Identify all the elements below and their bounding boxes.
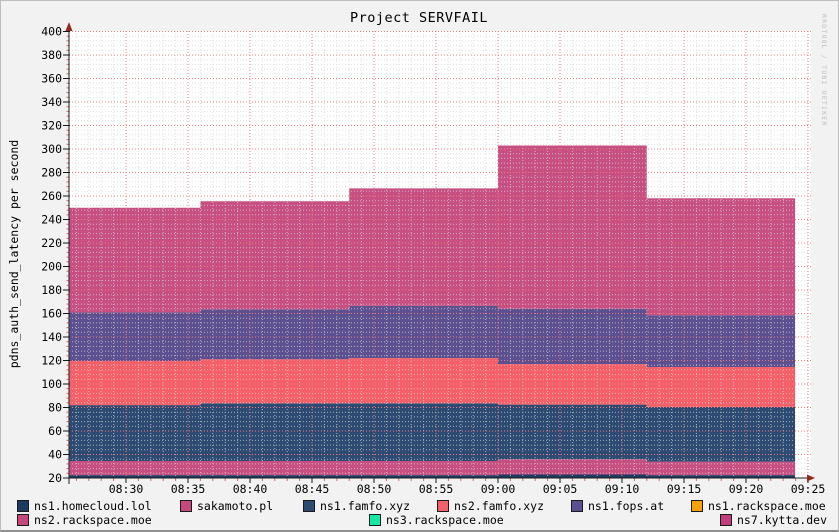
legend-swatch-icon: [17, 500, 29, 512]
y-tick-label: 40: [48, 448, 62, 462]
y-tick-label: 340: [41, 95, 62, 109]
area-ns1.famfo.xyz: [69, 403, 795, 462]
legend-item-ns1.rackspace.moe: ns1.rackspace.moe: [691, 499, 826, 513]
y-tick-label: 220: [41, 236, 62, 250]
legend-label: sakamoto.pl: [197, 499, 274, 513]
y-tick-label: 20: [48, 471, 62, 485]
tick-labels: 20 40 60 80 100 120 140 160 180 200 220 240 260 280 30…: [41, 25, 825, 497]
y-tick-label: 60: [48, 424, 62, 438]
y-tick-label: 320: [41, 119, 62, 133]
x-tick-label: 08:30: [109, 482, 144, 496]
grid-minor: [69, 31, 811, 478]
y-tick-label: 300: [41, 142, 62, 156]
legend-label: ns1.homecloud.lol: [34, 499, 152, 513]
legend-swatch-icon: [571, 500, 583, 512]
x-tick-label: 09:20: [729, 482, 764, 496]
legend-swatch-icon: [437, 500, 449, 512]
legend-label: ns2.famfo.xyz: [454, 499, 545, 513]
y-tick-label: 180: [41, 283, 62, 297]
legend-item-ns1.famfo.xyz: ns1.famfo.xyz: [303, 499, 410, 513]
x-tick-label: 09:10: [605, 482, 640, 496]
x-axis-arrow-icon: [807, 474, 815, 482]
legend-item-ns2.famfo.xyz: ns2.famfo.xyz: [437, 499, 544, 513]
legend-item-ns1.fops.at: ns1.fops.at: [571, 499, 664, 513]
x-tick-label: 09:05: [543, 482, 578, 496]
y-tick-label: 140: [41, 330, 62, 344]
legend-label: ns7.kytta.dev: [737, 513, 828, 527]
legend-item-ns2.rackspace.moe: ns2.rackspace.moe: [17, 513, 152, 527]
x-tick-label: 08:40: [233, 482, 268, 496]
y-tick-label: 80: [48, 401, 62, 415]
legend-label: ns3.rackspace.moe: [386, 513, 504, 527]
y-tick-label: 360: [41, 72, 62, 86]
y-axis-title: pdns_auth_send_latency per second: [7, 139, 21, 369]
legend-item-ns7.kytta.dev: ns7.kytta.dev: [720, 513, 827, 527]
axes: [64, 22, 815, 484]
x-tick-label: 08:50: [357, 482, 392, 496]
y-tick-label: 380: [41, 48, 62, 62]
legend-item-ns3.rackspace.moe: ns3.rackspace.moe: [369, 513, 504, 527]
x-tick-label: 09:15: [667, 482, 702, 496]
legend-swatch-icon: [691, 500, 703, 512]
legend-label: ns1.famfo.xyz: [320, 499, 411, 513]
legend-label: ns2.rackspace.moe: [34, 513, 152, 527]
legend-swatch-icon: [369, 514, 381, 526]
x-tick-label: 08:35: [171, 482, 206, 496]
grid-major: [69, 31, 811, 478]
legend-swatch-icon: [720, 514, 732, 526]
y-tick-label: 120: [41, 354, 62, 368]
legend-swatch-icon: [303, 500, 315, 512]
y-tick-label: 160: [41, 307, 62, 321]
legend-swatch-icon: [180, 500, 192, 512]
area-ns1.fops.at: [69, 305, 795, 367]
x-tick-label: 09:25: [791, 482, 826, 496]
legend-swatch-icon: [17, 514, 29, 526]
legend-item-ns1.homecloud.lol: ns1.homecloud.lol: [17, 499, 152, 513]
y-tick-label: 260: [41, 189, 62, 203]
x-tick-label: 09:00: [481, 482, 516, 496]
legend-item-sakamoto.pl: sakamoto.pl: [180, 499, 273, 513]
rrdtool-watermark: RRDTOOL / TOBI OETIKER: [820, 14, 828, 127]
y-tick-label: 240: [41, 213, 62, 227]
chart-title: Project SERVFAIL: [349, 10, 489, 26]
legend-label: ns1.fops.at: [588, 499, 665, 513]
y-tick-label: 200: [41, 260, 62, 274]
y-axis-arrow-icon: [65, 22, 73, 31]
y-tick-label: 100: [41, 377, 62, 391]
area-ns2.rackspace.moe: [69, 145, 795, 316]
y-tick-label: 400: [41, 25, 62, 39]
x-tick-label: 08:45: [295, 482, 330, 496]
x-tick-label: 08:55: [419, 482, 454, 496]
y-tick-label: 280: [41, 166, 62, 180]
legend-label: ns1.rackspace.moe: [708, 499, 826, 513]
